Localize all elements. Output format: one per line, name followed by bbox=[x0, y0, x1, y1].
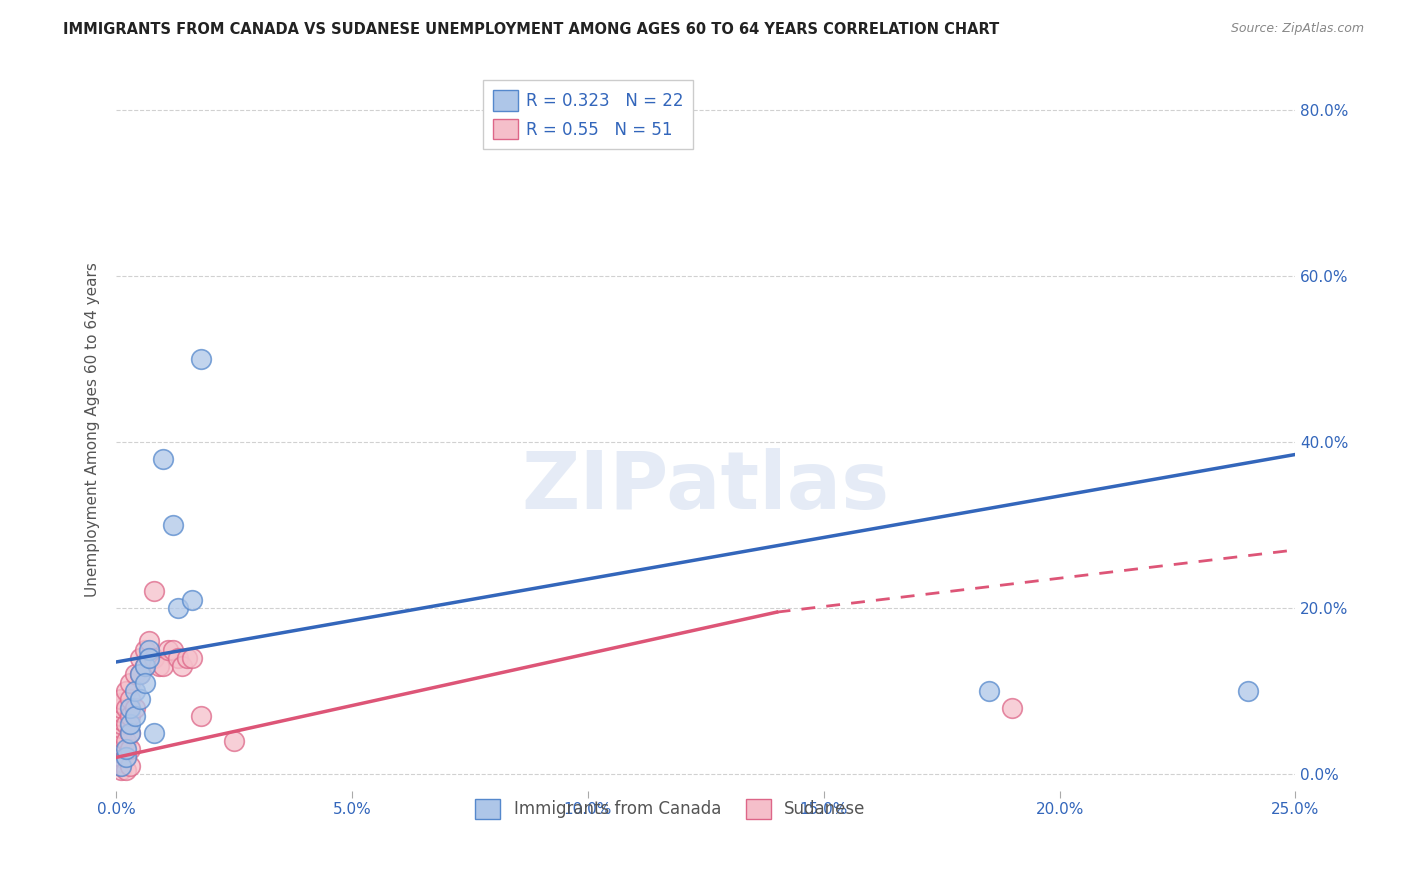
Point bbox=[143, 650, 166, 665]
Point bbox=[148, 659, 170, 673]
Point bbox=[124, 709, 146, 723]
Point bbox=[110, 713, 132, 727]
Point bbox=[110, 750, 132, 764]
Point bbox=[110, 697, 132, 711]
Point bbox=[143, 584, 166, 599]
Point bbox=[120, 709, 142, 723]
Point bbox=[134, 642, 156, 657]
Point bbox=[138, 642, 160, 657]
Point bbox=[110, 705, 132, 719]
Point bbox=[977, 684, 1000, 698]
Point bbox=[114, 750, 136, 764]
Point bbox=[180, 592, 202, 607]
Point bbox=[134, 659, 156, 673]
Point bbox=[124, 700, 146, 714]
Point bbox=[120, 758, 142, 772]
Point bbox=[152, 659, 174, 673]
Point bbox=[120, 717, 142, 731]
Point bbox=[166, 601, 188, 615]
Point bbox=[190, 709, 212, 723]
Point bbox=[138, 634, 160, 648]
Point bbox=[120, 692, 142, 706]
Point bbox=[138, 650, 160, 665]
Point bbox=[166, 650, 188, 665]
Text: IMMIGRANTS FROM CANADA VS SUDANESE UNEMPLOYMENT AMONG AGES 60 TO 64 YEARS CORREL: IMMIGRANTS FROM CANADA VS SUDANESE UNEMP… bbox=[63, 22, 1000, 37]
Point bbox=[180, 650, 202, 665]
Point bbox=[110, 758, 132, 772]
Point bbox=[114, 750, 136, 764]
Point bbox=[176, 650, 198, 665]
Point bbox=[110, 763, 132, 777]
Point bbox=[110, 738, 132, 752]
Point bbox=[110, 717, 132, 731]
Point bbox=[110, 758, 132, 772]
Point bbox=[110, 746, 132, 760]
Point bbox=[128, 650, 150, 665]
Text: ZIPatlas: ZIPatlas bbox=[522, 449, 890, 526]
Point bbox=[128, 692, 150, 706]
Point bbox=[110, 709, 132, 723]
Point bbox=[124, 667, 146, 681]
Point bbox=[120, 725, 142, 739]
Point bbox=[162, 642, 184, 657]
Point bbox=[172, 659, 194, 673]
Point bbox=[114, 684, 136, 698]
Point bbox=[110, 755, 132, 769]
Point bbox=[162, 518, 184, 533]
Point bbox=[152, 451, 174, 466]
Point bbox=[190, 351, 212, 366]
Point bbox=[110, 692, 132, 706]
Point bbox=[1237, 684, 1260, 698]
Point bbox=[120, 742, 142, 756]
Point bbox=[128, 667, 150, 681]
Point bbox=[114, 700, 136, 714]
Point bbox=[224, 733, 246, 747]
Point bbox=[143, 725, 166, 739]
Point bbox=[114, 733, 136, 747]
Text: Source: ZipAtlas.com: Source: ZipAtlas.com bbox=[1230, 22, 1364, 36]
Point bbox=[110, 700, 132, 714]
Point bbox=[157, 642, 180, 657]
Point bbox=[120, 725, 142, 739]
Point bbox=[134, 659, 156, 673]
Point bbox=[134, 675, 156, 690]
Point bbox=[110, 725, 132, 739]
Point bbox=[110, 733, 132, 747]
Point bbox=[110, 722, 132, 736]
Point bbox=[114, 717, 136, 731]
Point bbox=[120, 700, 142, 714]
Point bbox=[128, 667, 150, 681]
Point bbox=[114, 763, 136, 777]
Point bbox=[110, 730, 132, 744]
Point bbox=[138, 650, 160, 665]
Legend: Immigrants from Canada, Sudanese: Immigrants from Canada, Sudanese bbox=[468, 792, 872, 826]
Y-axis label: Unemployment Among Ages 60 to 64 years: Unemployment Among Ages 60 to 64 years bbox=[86, 262, 100, 597]
Point bbox=[1001, 700, 1024, 714]
Point bbox=[110, 742, 132, 756]
Point bbox=[124, 684, 146, 698]
Point bbox=[120, 675, 142, 690]
Point bbox=[114, 742, 136, 756]
